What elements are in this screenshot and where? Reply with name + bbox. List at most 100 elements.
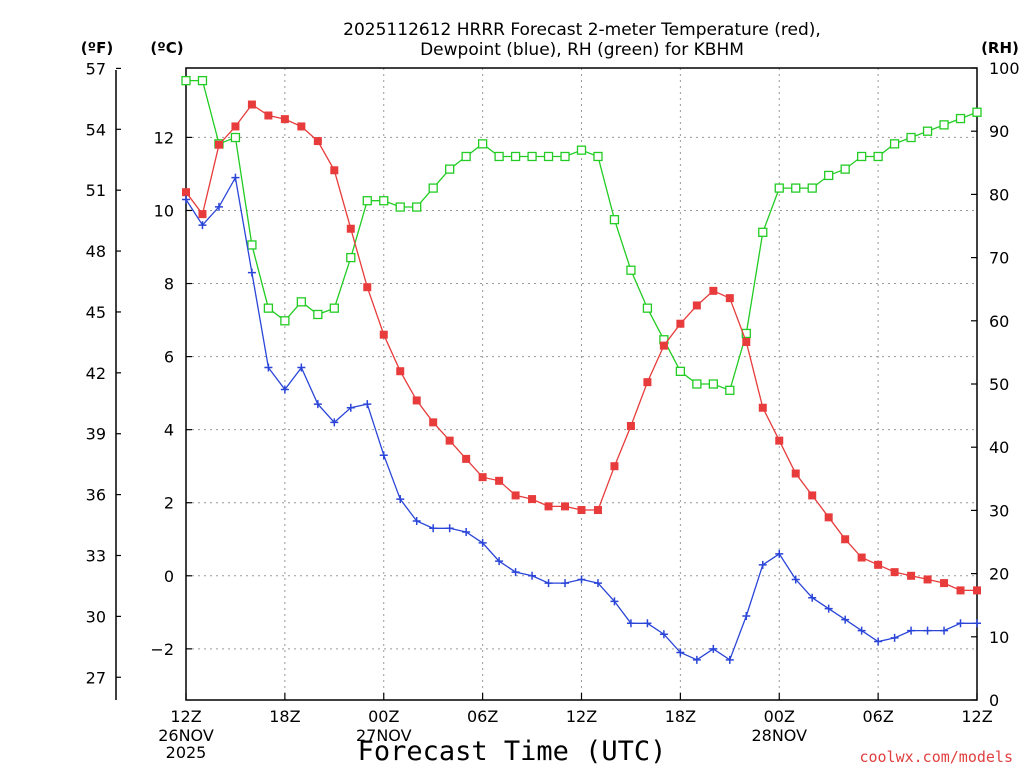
dewpoint-point bbox=[198, 221, 207, 230]
temperature-point bbox=[610, 462, 619, 471]
dewpoint-point bbox=[676, 648, 685, 657]
dewpoint-point bbox=[857, 626, 866, 635]
temperature-point bbox=[330, 166, 339, 175]
fahrenheit-unit-label: (ºF) bbox=[81, 39, 113, 57]
temperature-point bbox=[528, 495, 537, 504]
rh-point bbox=[774, 183, 784, 193]
rh-point bbox=[494, 151, 504, 162]
dewpoint-point bbox=[313, 400, 322, 409]
fahrenheit-tick-label: 36 bbox=[86, 486, 106, 505]
temperature-point bbox=[940, 579, 949, 588]
dewpoint-point bbox=[445, 524, 454, 533]
temperature-point bbox=[857, 553, 866, 562]
date-label: 26NOV bbox=[158, 726, 214, 745]
rh-point bbox=[477, 139, 488, 149]
rh-point bbox=[560, 151, 570, 162]
rh-point bbox=[758, 227, 768, 237]
dewpoint-series bbox=[182, 173, 981, 664]
rh-point bbox=[626, 265, 636, 275]
temperature-point bbox=[643, 378, 652, 387]
rh-point bbox=[280, 316, 290, 326]
time-tick-label: 06Z bbox=[467, 707, 498, 726]
rh-point bbox=[428, 183, 438, 193]
dewpoint-point bbox=[577, 575, 586, 584]
time-tick-label: 12Z bbox=[566, 707, 597, 726]
fahrenheit-tick-label: 57 bbox=[86, 59, 106, 78]
fahrenheit-tick-label: 33 bbox=[86, 546, 106, 565]
rh-point bbox=[296, 297, 307, 307]
temperature-point bbox=[659, 341, 668, 350]
dewpoint-point bbox=[412, 516, 421, 525]
dewpoint-point bbox=[247, 268, 256, 277]
rh-point bbox=[609, 215, 620, 225]
fahrenheit-tick-label: 30 bbox=[86, 607, 106, 626]
rh-point bbox=[741, 328, 751, 339]
rh-point bbox=[197, 75, 208, 86]
rh-point bbox=[873, 151, 883, 162]
celsius-tick-label: 4 bbox=[164, 421, 174, 440]
dewpoint-point bbox=[940, 626, 949, 635]
temperature-point bbox=[198, 210, 207, 219]
date-label: 27NOV bbox=[356, 726, 412, 745]
dewpoint-point bbox=[346, 403, 355, 412]
temperature-point bbox=[412, 396, 421, 405]
rh-point bbox=[856, 151, 867, 162]
dewpoint-point bbox=[396, 495, 405, 504]
rh-point bbox=[725, 385, 735, 395]
temperature-point bbox=[511, 491, 520, 500]
dewpoint-point bbox=[692, 655, 701, 664]
rh-tick-label: 30 bbox=[989, 501, 1009, 520]
rh-point bbox=[840, 164, 850, 174]
temperature-point bbox=[907, 571, 916, 580]
dewpoint-point bbox=[841, 615, 850, 624]
rh-point bbox=[708, 379, 718, 389]
rh-tick-label: 80 bbox=[989, 185, 1009, 204]
rh-point bbox=[329, 303, 339, 313]
temperature-point bbox=[709, 286, 718, 295]
temperature-point bbox=[593, 506, 602, 515]
rh-point bbox=[576, 145, 587, 155]
celsius-unit-label: (ºC) bbox=[150, 39, 183, 57]
dewpoint-point bbox=[182, 195, 190, 204]
dewpoint-point bbox=[363, 400, 372, 409]
celsius-tick-label: 6 bbox=[164, 348, 174, 367]
rh-tick-label: 20 bbox=[989, 565, 1009, 584]
fahrenheit-tick-label: 45 bbox=[86, 303, 106, 322]
dewpoint-point bbox=[659, 630, 668, 639]
chart-title-line1: 2025112612 HRRR Forecast 2-meter Tempera… bbox=[343, 20, 821, 40]
temperature-point bbox=[824, 513, 833, 522]
time-tick-label: 00Z bbox=[764, 707, 795, 726]
rh-axis: 0 10 20 30 40 50 60 70 80 90 100 bbox=[971, 59, 1020, 710]
dewpoint-point bbox=[561, 579, 570, 588]
temperature-point bbox=[808, 491, 817, 500]
temperature-point bbox=[725, 294, 734, 303]
dewpoint-point bbox=[297, 363, 306, 372]
temperature-point bbox=[791, 469, 800, 478]
rh-point bbox=[247, 240, 257, 250]
fahrenheit-tick-label: 39 bbox=[86, 425, 106, 444]
celsius-tick-label: −2 bbox=[150, 640, 174, 659]
temperature-point bbox=[841, 535, 850, 544]
temperature-point bbox=[264, 111, 273, 120]
time-tick-label: 18Z bbox=[269, 707, 300, 726]
dewpoint-point bbox=[593, 579, 602, 588]
dewpoint-point bbox=[643, 619, 652, 628]
rh-point bbox=[906, 132, 916, 143]
rh-point bbox=[955, 113, 966, 124]
fahrenheit-tick-label: 51 bbox=[86, 181, 106, 200]
time-tick-label: 12Z bbox=[170, 707, 201, 726]
temperature-point bbox=[692, 301, 701, 310]
dewpoint-point bbox=[264, 363, 273, 372]
rh-point bbox=[972, 107, 982, 117]
dewpoint-point bbox=[907, 626, 916, 635]
rh-tick-label: 50 bbox=[989, 375, 1009, 394]
temperature-point bbox=[544, 502, 553, 511]
rh-point bbox=[692, 379, 702, 389]
date-label: 2025 bbox=[166, 743, 207, 762]
dewpoint-point bbox=[528, 571, 537, 580]
temperature-point bbox=[874, 560, 883, 569]
dewpoint-point bbox=[626, 619, 635, 628]
temperature-point bbox=[577, 506, 586, 515]
dewpoint-point bbox=[874, 637, 883, 646]
dewpoint-point bbox=[379, 451, 388, 460]
